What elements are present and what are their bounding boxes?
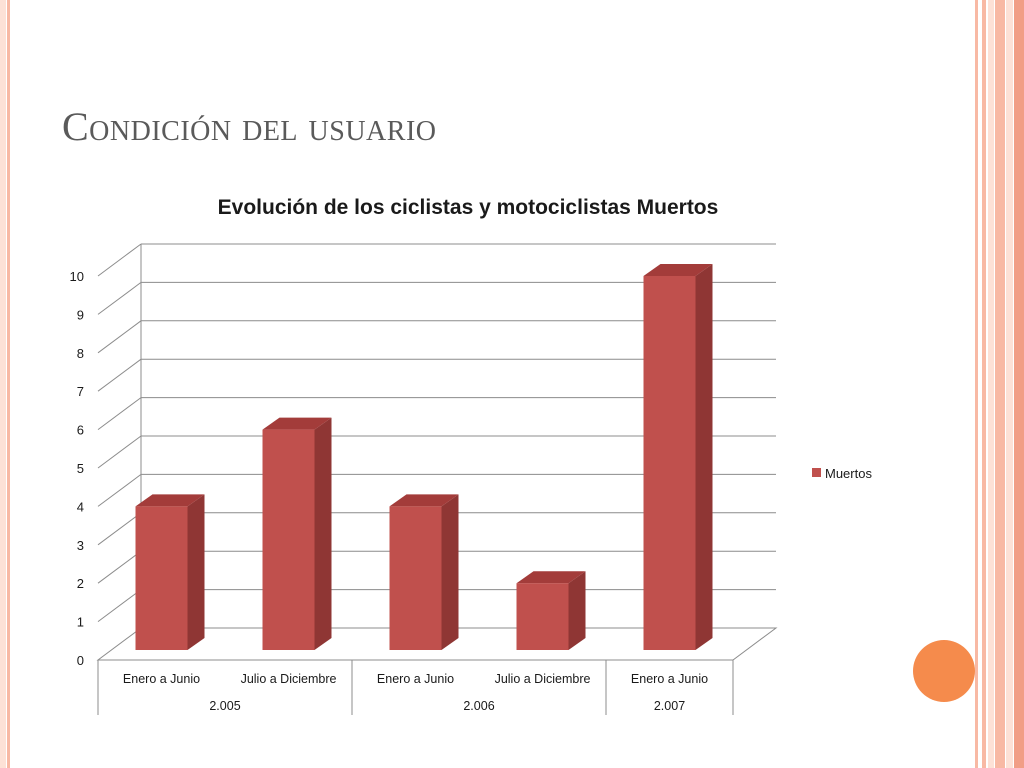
bar: [389, 494, 459, 650]
gridline-side: [97, 435, 142, 469]
y-axis-ticks: 0 1 2 3 4 5 6 7 8 9 10: [70, 269, 84, 668]
y-tick-label: 3: [77, 538, 84, 553]
bar: [135, 494, 205, 650]
x-axis: Enero a Junio Julio a Diciembre Enero a Ju…: [97, 659, 734, 715]
right-border-stripe-3: [988, 0, 994, 768]
bar-front: [389, 506, 442, 650]
chart-legend: Muertos: [812, 466, 872, 481]
bar-top: [389, 494, 459, 507]
right-border-stripe-5: [1006, 0, 1013, 768]
gridline-side: [97, 320, 142, 354]
bar-top: [135, 494, 205, 507]
chart-title: Evolución de los ciclistas y motociclist…: [218, 196, 719, 219]
right-border-stripe-2: [982, 0, 986, 768]
x-group-label: 2.005: [209, 699, 240, 713]
x-category-label: Julio a Diciembre: [495, 672, 591, 686]
legend-label: Muertos: [825, 466, 872, 481]
chart-bars: [135, 264, 713, 650]
gridline-side: [97, 589, 142, 623]
bar-front: [643, 276, 696, 650]
bar-side: [187, 494, 205, 650]
slide-title: Condición del usuario: [62, 104, 437, 149]
x-category-label: Julio a Diciembre: [241, 672, 337, 686]
bar-front: [262, 429, 315, 650]
y-tick-label: 0: [77, 653, 84, 668]
bar-top: [643, 264, 713, 276]
gridline-side: [97, 550, 142, 584]
gridline-side: [97, 473, 142, 507]
bar: [516, 571, 586, 650]
x-group-label: 2.007: [654, 699, 685, 713]
bar-front: [135, 506, 188, 650]
y-tick-label: 4: [77, 499, 84, 514]
gridline-side: [97, 512, 142, 546]
y-tick-label: 9: [77, 307, 84, 322]
legend-swatch: [812, 468, 821, 477]
bar: [643, 264, 713, 650]
y-tick-label: 2: [77, 576, 84, 591]
right-border-stripe-4: [995, 0, 1005, 768]
x-category-label: Enero a Junio: [123, 672, 200, 686]
gridline-side: [97, 281, 142, 315]
x-group-label: 2.006: [463, 699, 494, 713]
gridline-side: [97, 397, 142, 431]
decorative-orange-circle: [913, 640, 975, 702]
gridline-side: [97, 243, 142, 277]
bar-side: [441, 494, 459, 650]
bar-front: [516, 583, 569, 650]
bar-side: [314, 417, 332, 650]
left-border-stripe-outer: [0, 0, 6, 768]
y-tick-label: 10: [70, 269, 84, 284]
left-border-stripe-inner: [7, 0, 10, 768]
x-category-label: Enero a Junio: [631, 672, 708, 686]
x-category-label: Enero a Junio: [377, 672, 454, 686]
y-tick-label: 8: [77, 346, 84, 361]
y-tick-label: 5: [77, 461, 84, 476]
bar: [262, 417, 332, 650]
bar-side: [568, 571, 586, 650]
bar-top: [516, 571, 586, 584]
bar-side: [695, 264, 713, 650]
right-border-stripe-1: [975, 0, 978, 768]
bar-top: [262, 417, 332, 430]
y-tick-label: 1: [77, 615, 84, 630]
y-tick-label: 6: [77, 423, 84, 438]
gridline-side: [97, 358, 142, 392]
right-border-stripe-6: [1014, 0, 1024, 768]
y-tick-label: 7: [77, 384, 84, 399]
